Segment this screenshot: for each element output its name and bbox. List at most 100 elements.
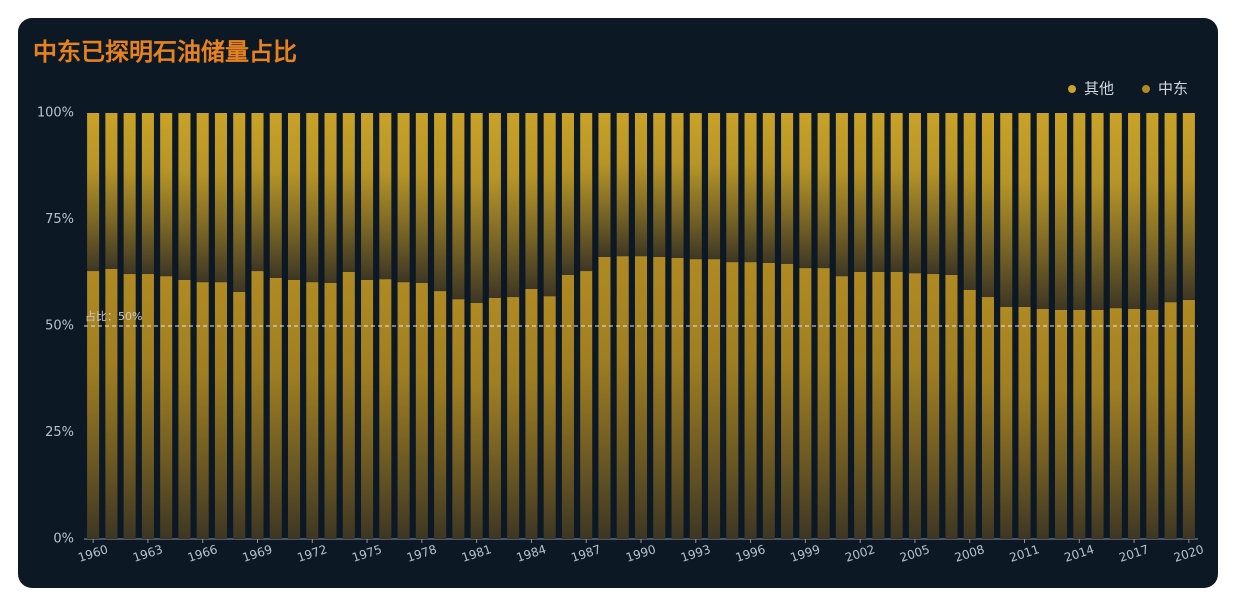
bar-segment: [141, 274, 154, 539]
bar-segment: [397, 282, 410, 539]
bar-segment: [1164, 302, 1177, 539]
bar-segment: [1055, 309, 1068, 539]
bar-segment: [908, 273, 921, 539]
bar-segment: [1182, 300, 1195, 539]
bar-segment: [872, 113, 885, 272]
bar-segment: [762, 262, 775, 539]
bar-segment: [1073, 309, 1086, 539]
bar-segment: [781, 113, 794, 264]
bar-segment: [178, 279, 191, 539]
bar-segment: [1018, 113, 1031, 307]
bar-segment: [178, 113, 191, 280]
bar-segment: [361, 113, 374, 280]
bar-segment: [1091, 309, 1104, 539]
bar-segment: [507, 297, 520, 539]
bar-segment: [434, 291, 447, 539]
bar-segment: [214, 113, 227, 283]
bar-segment: [379, 279, 392, 539]
bar-segment: [945, 274, 958, 539]
bar-segment: [251, 271, 264, 539]
bar-segment: [890, 271, 903, 539]
bar-segment: [123, 274, 136, 539]
bar-segment: [1146, 113, 1159, 310]
bar-segment: [470, 113, 483, 303]
legend-label: 中东: [1158, 80, 1188, 98]
bar-segment: [269, 277, 282, 539]
bar-segment: [634, 256, 648, 539]
bar-segment: [817, 113, 830, 269]
y-tick-label: 0%: [53, 532, 74, 547]
bar-segment: [854, 113, 867, 272]
bar-segment: [269, 113, 282, 278]
bar-segment: [1128, 308, 1141, 539]
bar-segment: [945, 113, 958, 275]
bar-segment: [324, 113, 337, 283]
bar-segment: [616, 113, 629, 257]
bar-segment: [1000, 113, 1013, 307]
bar-segment: [452, 299, 465, 539]
y-tick-label: 100%: [37, 106, 74, 121]
bar-segment: [580, 271, 593, 539]
bar-segment: [835, 276, 848, 539]
bar-segment: [87, 113, 100, 272]
bar-segment: [872, 271, 885, 539]
bar-segment: [160, 276, 173, 539]
bar-segment: [287, 113, 301, 280]
bar-segment: [561, 113, 574, 275]
bar-segment: [87, 271, 100, 539]
bar-segment: [287, 279, 301, 539]
bar-segment: [1091, 113, 1104, 310]
bar-segment: [105, 113, 118, 269]
bar-segment: [744, 262, 757, 539]
bar-segment: [214, 282, 227, 539]
bar-segment: [1073, 113, 1086, 310]
reference-label: 占比：50%: [85, 309, 142, 323]
bar-segment: [927, 274, 940, 539]
bar-segment: [1164, 113, 1177, 303]
bar-segment: [1055, 113, 1068, 310]
bar-segment: [1182, 113, 1195, 301]
bar-segment: [415, 113, 428, 283]
bar-segment: [342, 113, 355, 272]
bar-segment: [233, 291, 246, 539]
bar-segment: [1036, 308, 1049, 539]
bar-segment: [817, 268, 830, 539]
bar-segment: [1146, 309, 1159, 539]
bar-segment: [1036, 113, 1049, 309]
bar-segment: [1018, 306, 1031, 539]
bar-segment: [671, 113, 684, 258]
bar-segment: [488, 297, 501, 539]
bar-segment: [415, 282, 428, 539]
bar-segment: [141, 113, 154, 275]
y-tick-label: 50%: [45, 319, 74, 334]
bar-segment: [580, 113, 593, 272]
bar-segment: [708, 259, 721, 539]
bar-segment: [196, 282, 209, 539]
bar-segment: [525, 113, 538, 289]
bar-segment: [744, 113, 757, 263]
bar-segment: [689, 259, 702, 539]
bar-segment: [981, 113, 995, 298]
bar-segment: [981, 297, 995, 539]
bar-segment: [507, 113, 520, 298]
bar-segment: [105, 268, 118, 539]
bar-segment: [762, 113, 775, 263]
bar-segment: [196, 113, 209, 283]
bar-segment: [908, 113, 921, 274]
bar-segment: [561, 274, 574, 539]
bar-segment: [233, 113, 246, 292]
bar-segment: [963, 113, 976, 290]
bar-segment: [543, 296, 556, 539]
bar-segment: [1000, 306, 1013, 539]
bar-segment: [306, 113, 319, 283]
bar-segment: [854, 271, 867, 539]
bar-segment: [890, 113, 903, 272]
bar-segment: [361, 279, 374, 539]
bar-segment: [397, 113, 410, 283]
bar-segment: [251, 113, 264, 272]
legend-label: 其他: [1084, 80, 1114, 98]
bar-segment: [653, 256, 666, 539]
bar-segment: [835, 113, 848, 277]
bar-segment: [379, 113, 392, 280]
